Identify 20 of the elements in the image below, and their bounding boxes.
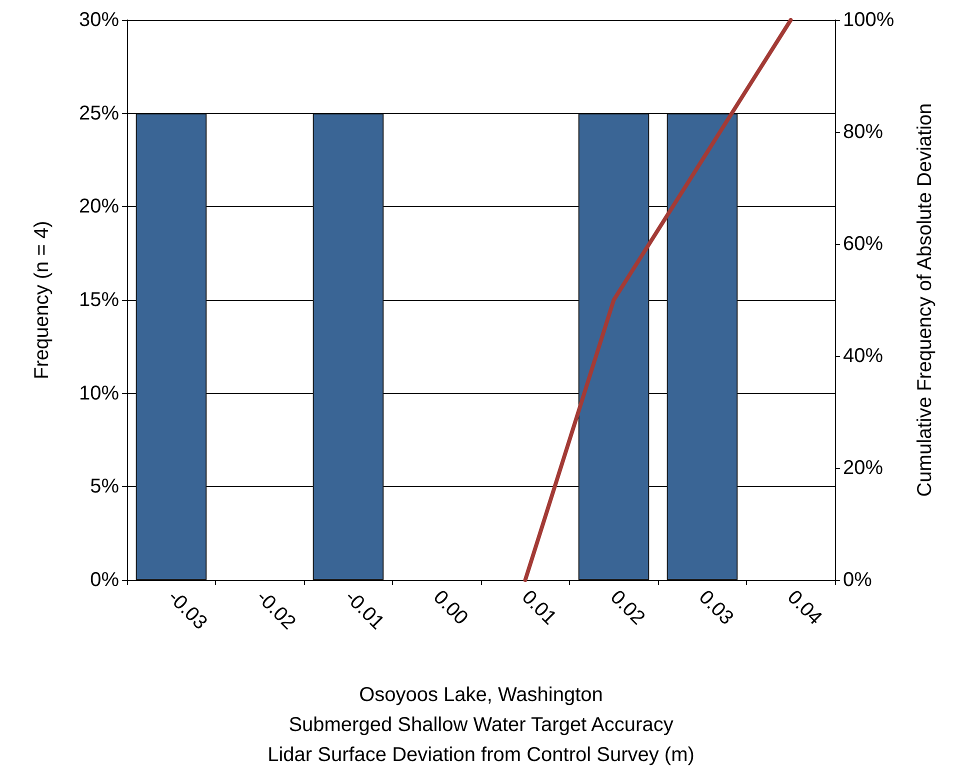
y2-tick-label: 20% <box>843 457 884 479</box>
y-tick-label: 25% <box>78 102 120 124</box>
y2-tick-label: 60% <box>843 233 884 255</box>
x-tick-label: 0.00 <box>428 586 472 630</box>
x-tick-label: 0.03 <box>694 586 738 630</box>
y2-tick-label: 100% <box>843 9 894 31</box>
y2-tick-label: 0% <box>843 569 872 591</box>
y-tick-label: 5% <box>90 476 120 498</box>
y-tick-label: 20% <box>78 196 120 218</box>
y-tick-label: 10% <box>78 382 120 404</box>
y-tick-label: 30% <box>78 9 120 31</box>
y2-tick-label: 80% <box>843 121 884 143</box>
x-axis-title: Osoyoos Lake, Washington Submerged Shallow Water Target Accuracy Lidar Surface Deviation from Control Survey (m) <box>268 684 694 766</box>
line-series <box>523 18 793 582</box>
y-axis-title: Frequency (n = 4) <box>31 220 53 380</box>
y-tick-label: 15% <box>78 289 120 311</box>
y-tick-label: 0% <box>90 569 120 591</box>
x-tick-label: 0.04 <box>782 586 826 630</box>
y2-axis-title: Cumulative Frequency of Absolute Deviation <box>914 103 936 497</box>
y2-tick-label: 40% <box>843 345 884 367</box>
